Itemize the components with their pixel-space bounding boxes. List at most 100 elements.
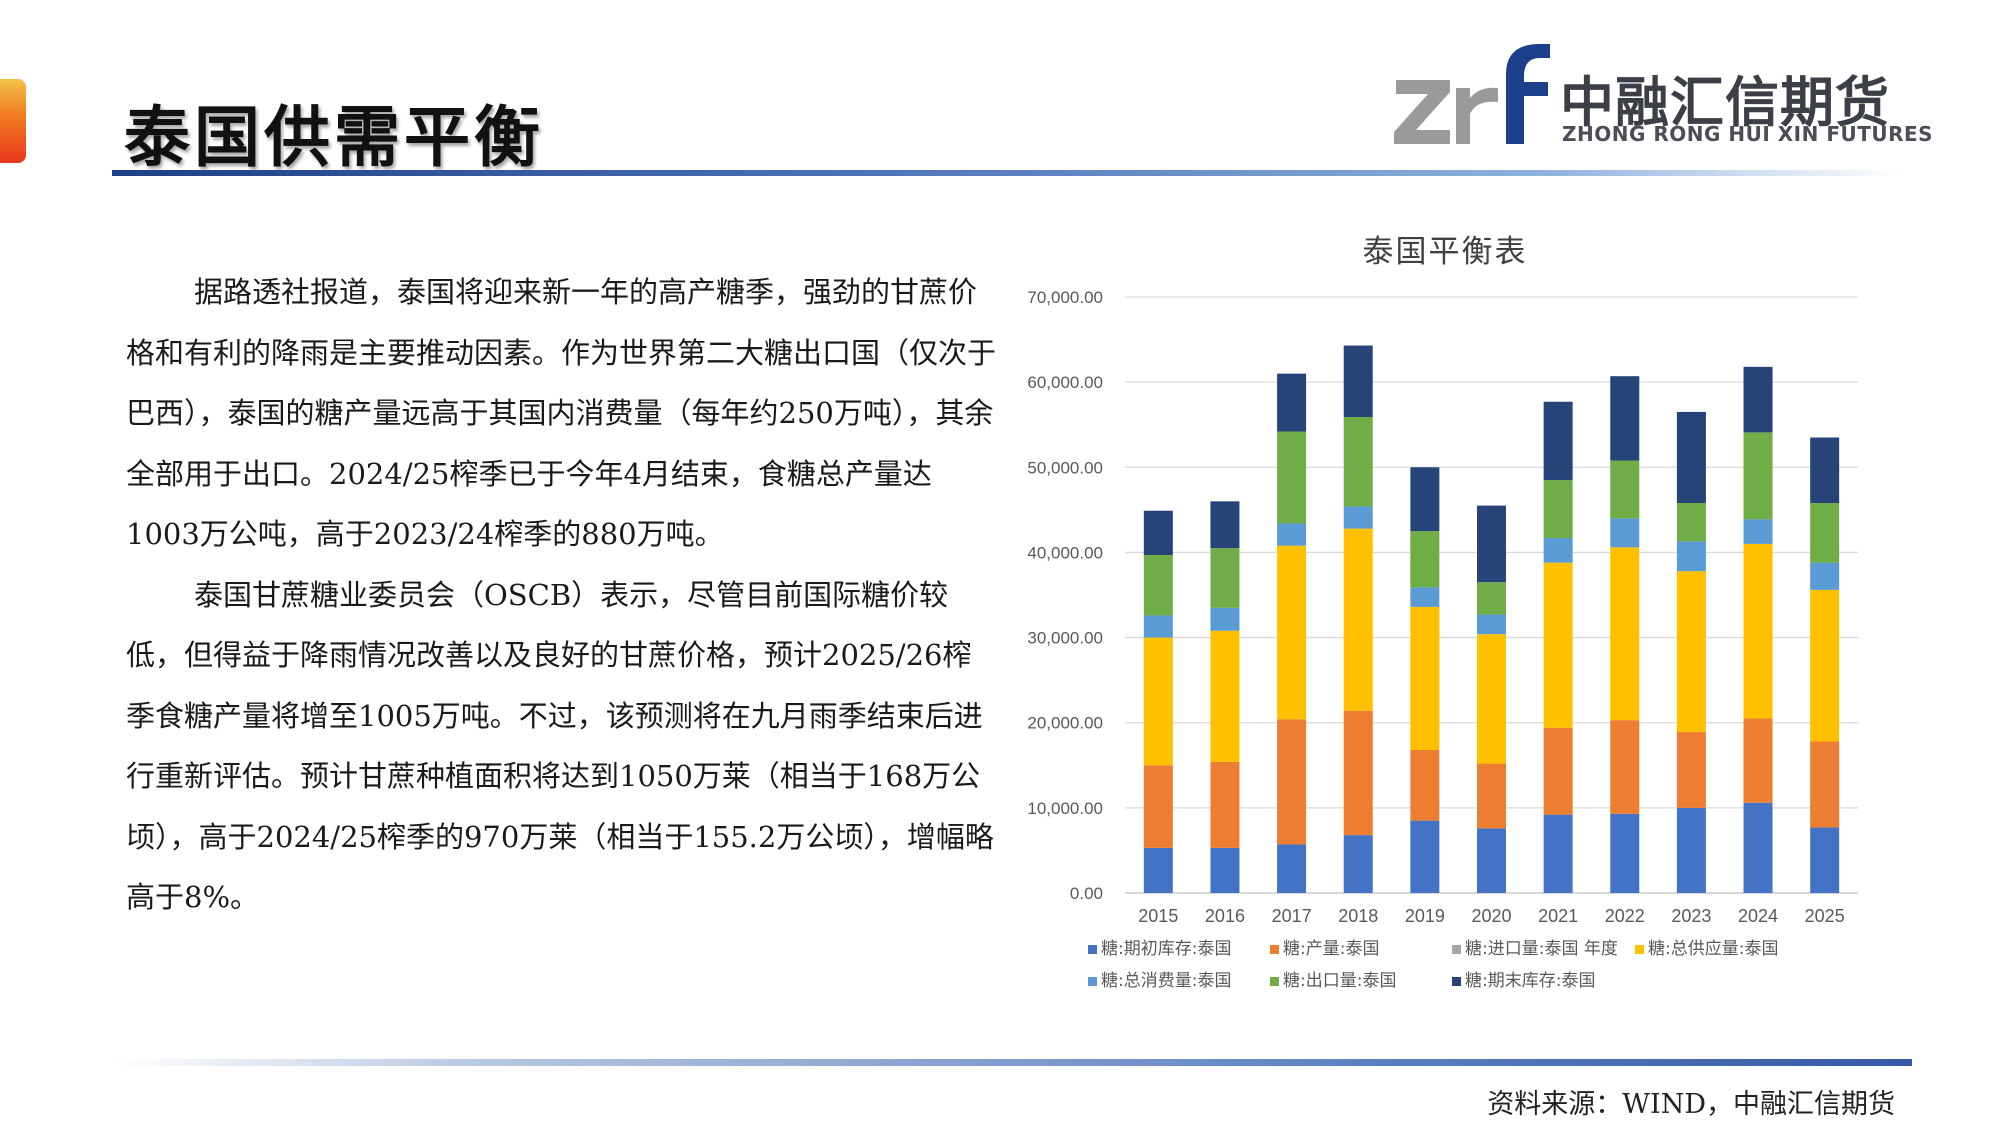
bar-segment bbox=[1477, 614, 1506, 635]
bar-segment bbox=[1210, 548, 1240, 608]
legend-swatch bbox=[1452, 977, 1461, 986]
bar-segment bbox=[1477, 828, 1506, 893]
logo-english-name: ZHONG RONG HUI XIN FUTURES bbox=[1562, 122, 1934, 146]
legend-label: 糖:期末库存:泰国 bbox=[1465, 971, 1595, 991]
bar-segment bbox=[1143, 554, 1173, 616]
bar-segment bbox=[1810, 741, 1840, 828]
bar-segment bbox=[1543, 537, 1573, 563]
bar-segment bbox=[1410, 820, 1440, 893]
y-tick-label: 30,000.00 bbox=[1027, 629, 1103, 648]
body-paragraph-1: 据路透社报道，泰国将迎来新一年的高产糖季，强劲的甘蔗价格和有利的降雨是主要推动因… bbox=[126, 275, 997, 551]
bar-segment bbox=[1210, 630, 1240, 762]
bar-segment bbox=[1143, 615, 1173, 638]
bar-segment bbox=[1543, 562, 1573, 728]
bar-segment bbox=[1210, 761, 1240, 848]
bar-segment bbox=[1676, 541, 1706, 572]
bar-segment bbox=[1477, 505, 1506, 583]
title-divider bbox=[112, 170, 1902, 176]
bar-segment bbox=[1676, 411, 1706, 504]
bar-segment bbox=[1610, 547, 1640, 721]
x-tick-label: 2024 bbox=[1738, 906, 1778, 926]
bar-segment bbox=[1410, 606, 1440, 750]
x-tick-label: 2017 bbox=[1272, 906, 1312, 926]
bar-segment bbox=[1676, 732, 1706, 808]
bar-segment bbox=[1410, 749, 1440, 821]
source-note: 资料来源：WIND，中融汇信期货 bbox=[1487, 1089, 1895, 1120]
bar-segment bbox=[1277, 844, 1307, 893]
legend-swatch bbox=[1088, 945, 1097, 954]
y-tick-label: 20,000.00 bbox=[1027, 714, 1103, 733]
bar-segment bbox=[1210, 607, 1240, 631]
bar-segment bbox=[1610, 720, 1640, 814]
bar-segment bbox=[1277, 523, 1307, 546]
page-title: 泰国供需平衡 bbox=[124, 98, 544, 176]
y-tick-label: 10,000.00 bbox=[1027, 799, 1103, 818]
bar-segment bbox=[1343, 345, 1373, 418]
bar-segment bbox=[1810, 562, 1840, 590]
legend-swatch bbox=[1452, 945, 1461, 954]
x-tick-label: 2025 bbox=[1805, 906, 1845, 926]
bar-segment bbox=[1743, 802, 1773, 893]
bar-segment bbox=[1343, 710, 1373, 836]
bar-segment bbox=[1543, 401, 1573, 481]
bar-segment bbox=[1477, 763, 1506, 829]
bar-segment bbox=[1743, 519, 1773, 544]
bar-segment bbox=[1143, 637, 1173, 766]
x-tick-label: 2019 bbox=[1405, 906, 1445, 926]
legend-label: 糖:总供应量:泰国 bbox=[1648, 939, 1778, 959]
legend-swatch bbox=[1270, 977, 1279, 986]
legend-label: 糖:进口量:泰国 年度 bbox=[1465, 939, 1618, 959]
bar-segment bbox=[1543, 727, 1573, 815]
company-logo: 中融汇信期货 ZHONG RONG HUI XIN FUTURES bbox=[1390, 40, 1933, 150]
footer-divider bbox=[112, 1059, 1912, 1066]
legend-swatch bbox=[1635, 945, 1644, 954]
bar-segment bbox=[1343, 506, 1373, 529]
bar-segment bbox=[1343, 835, 1373, 893]
bar-segment bbox=[1343, 528, 1373, 711]
body-text: 据路透社报道，泰国将迎来新一年的高产糖季，强劲的甘蔗价格和有利的降雨是主要推动因… bbox=[126, 262, 996, 928]
bar-segment bbox=[1810, 589, 1840, 742]
y-tick-label: 50,000.00 bbox=[1027, 458, 1103, 477]
bar-segment bbox=[1810, 827, 1840, 893]
bar-segment bbox=[1610, 813, 1640, 893]
legend-label: 糖:出口量:泰国 bbox=[1283, 971, 1396, 991]
y-tick-label: 0.00 bbox=[1070, 884, 1103, 903]
bar-segment bbox=[1410, 467, 1440, 532]
legend-label: 糖:总消费量:泰国 bbox=[1101, 971, 1231, 991]
x-tick-label: 2021 bbox=[1538, 906, 1578, 926]
bar-segment bbox=[1610, 460, 1640, 519]
x-tick-label: 2023 bbox=[1671, 906, 1711, 926]
bar-segment bbox=[1277, 431, 1307, 524]
bar-segment bbox=[1477, 582, 1506, 615]
bar-segment bbox=[1410, 587, 1440, 607]
logo-chinese-name: 中融汇信期货 bbox=[1560, 71, 1890, 134]
bar-segment bbox=[1610, 376, 1640, 461]
legend-label: 糖:期初库存:泰国 bbox=[1101, 939, 1231, 959]
bar-segment bbox=[1410, 531, 1440, 588]
x-tick-label: 2020 bbox=[1471, 906, 1511, 926]
bar-segment bbox=[1810, 437, 1840, 504]
bar-segment bbox=[1810, 503, 1840, 563]
bar-segment bbox=[1743, 543, 1773, 719]
y-tick-label: 60,000.00 bbox=[1027, 373, 1103, 392]
bar-segment bbox=[1277, 545, 1307, 720]
bar-segment bbox=[1277, 719, 1307, 845]
x-tick-label: 2022 bbox=[1605, 906, 1645, 926]
bar-segment bbox=[1676, 571, 1706, 733]
bar-segment bbox=[1477, 634, 1506, 764]
bar-segment bbox=[1743, 718, 1773, 803]
x-tick-label: 2018 bbox=[1338, 906, 1378, 926]
bar-segment bbox=[1210, 501, 1240, 549]
bar-segment bbox=[1743, 366, 1773, 433]
y-tick-label: 40,000.00 bbox=[1027, 543, 1103, 562]
x-tick-label: 2016 bbox=[1205, 906, 1245, 926]
bar-segment bbox=[1543, 480, 1573, 538]
bar-segment bbox=[1610, 518, 1640, 548]
legend-swatch bbox=[1270, 945, 1279, 954]
bar-segment bbox=[1676, 807, 1706, 893]
zrf-logo-mark bbox=[1394, 44, 1550, 144]
bar-segment bbox=[1277, 373, 1307, 432]
body-paragraph-2: 泰国甘蔗糖业委员会（OSCB）表示，尽管目前国际糖价较低，但得益于降雨情况改善以… bbox=[126, 577, 994, 915]
legend-swatch bbox=[1088, 977, 1097, 986]
